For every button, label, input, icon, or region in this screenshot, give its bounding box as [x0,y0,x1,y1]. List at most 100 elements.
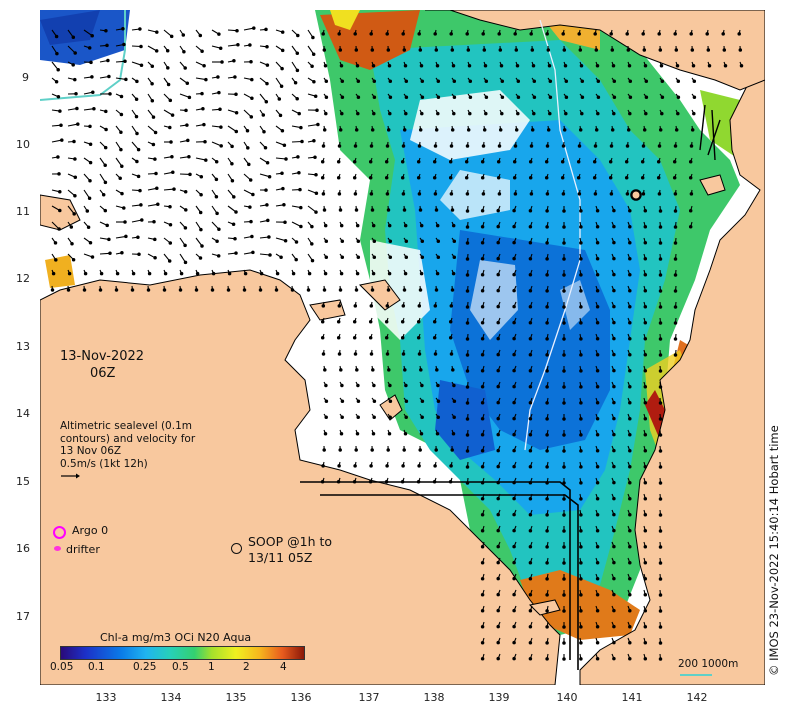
velocity-arrowhead [202,64,206,68]
velocity-arrowhead [385,144,390,148]
velocity-arrowhead [496,336,500,341]
velocity-arrowhead [370,128,375,132]
velocity-arrowhead [496,208,500,213]
velocity-arrowhead [545,497,549,501]
velocity-arrowhead [352,320,357,324]
velocity-arrowhead [579,657,583,661]
velocity-arrowhead [512,368,516,373]
velocity-arrowhead [150,98,155,103]
velocity-arrowhead [372,399,377,403]
velocity-arrowhead [689,192,694,196]
velocity-arrowhead [338,128,343,132]
velocity-arrowhead [512,560,516,565]
velocity-arrowhead [404,415,408,420]
velocity-arrowhead [578,128,583,132]
velocity-arrowhead [433,352,438,356]
velocity-arrowhead [612,320,616,325]
velocity-arrowhead [372,95,377,99]
velocity-arrowhead [435,223,440,228]
velocity-arrowhead [452,415,456,420]
velocity-arrowhead [214,177,219,182]
velocity-arrowhead [465,289,470,293]
velocity-arrowhead [496,224,500,229]
velocity-arrowhead [658,321,663,325]
velocity-arrowhead [628,656,632,661]
velocity-arrowhead [50,288,55,292]
velocity-arrowhead [611,63,616,68]
velocity-arrowhead [155,186,159,191]
colorbar-tick: 4 [280,661,287,673]
velocity-arrowhead [433,144,438,148]
velocity-arrowhead [387,63,392,68]
velocity-arrowhead [545,433,549,437]
velocity-arrowhead [356,95,361,99]
velocity-arrowhead [234,210,238,214]
velocity-arrowhead [562,481,566,485]
velocity-arrowhead [516,95,521,99]
velocity-arrowhead [311,52,316,56]
velocity-arrowhead [528,528,533,533]
velocity-arrowhead [235,28,239,33]
velocity-arrowhead [185,81,190,86]
velocity-arrowhead [658,657,663,661]
velocity-arrowhead [673,32,677,36]
velocity-arrowhead [480,225,485,229]
velocity-arrowhead [295,68,300,73]
velocity-arrowhead [499,63,504,68]
altimetry-text: Altimetric sealevel (0.1m contours) and … [60,420,196,457]
velocity-arrowhead [512,416,516,421]
velocity-arrowhead [482,128,487,132]
velocity-arrowhead [264,188,268,192]
velocity-arrowhead [218,107,222,112]
ship-track [300,481,579,670]
velocity-arrowhead [612,272,616,277]
velocity-arrowhead [480,305,485,309]
velocity-arrowhead [595,448,600,453]
velocity-arrowhead [562,641,566,645]
land [40,10,765,685]
velocity-arrowhead [657,144,662,148]
velocity-arrowhead [70,241,74,246]
velocity-arrowhead [354,48,359,52]
velocity-arrowhead [737,32,741,36]
velocity-arrowhead [628,256,632,261]
velocity-arrowhead [324,383,328,388]
velocity-arrowhead [312,79,316,84]
velocity-arrowhead [372,255,377,260]
velocity-arrowhead [386,288,391,292]
velocity-arrowhead [465,337,470,341]
velocity-arrowhead [643,449,648,453]
lat-tick: 12 [16,272,30,285]
velocity-arrowhead [59,123,63,127]
velocity-arrowhead [628,544,632,549]
scale-line [680,674,712,676]
velocity-arrowhead [596,79,601,84]
velocity-arrowhead [480,545,485,549]
soop-label: SOOP @1h to 13/11 05Z [248,534,333,565]
lon-tick: 136 [290,691,312,704]
velocity-arrowhead [579,241,583,245]
velocity-arrowhead [512,400,516,405]
velocity-arrowhead [688,160,693,164]
velocity-arrowhead [268,253,272,257]
velocity-arrowhead [612,288,616,293]
velocity-arrowhead [432,320,437,324]
velocity-arrowhead [420,95,425,99]
velocity-arrowhead [579,209,583,213]
velocity-arrowhead [612,384,616,389]
velocity-arrowhead [644,111,648,116]
date-line: 13-Nov-2022 [60,349,145,364]
velocity-arrowhead [264,27,268,32]
velocity-arrowhead [480,609,485,613]
velocity-arrowhead [198,256,203,260]
velocity-arrowhead [88,124,92,129]
velocity-arrowhead [643,609,648,613]
lat-tick: 9 [22,71,29,84]
velocity-arrowhead [265,81,269,86]
velocity-arrowhead [579,321,583,325]
velocity-arrowhead [512,496,516,501]
velocity-arrowhead [249,60,253,64]
velocity-arrowhead [595,480,600,485]
velocity-arrowhead [531,63,536,68]
velocity-arrowhead [323,223,328,228]
